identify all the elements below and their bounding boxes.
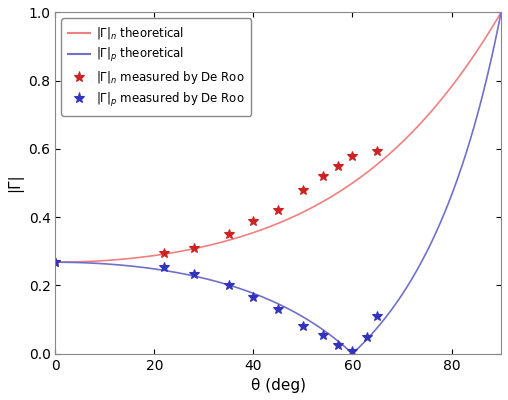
Y-axis label: |Γ|: |Γ| [7,174,23,192]
X-axis label: θ (deg): θ (deg) [251,378,306,393]
Legend: $|\Gamma|_n$ theoretical, $|\Gamma|_p$ theoretical, $|\Gamma|_n$ measured by De : $|\Gamma|_n$ theoretical, $|\Gamma|_p$ t… [61,18,251,116]
